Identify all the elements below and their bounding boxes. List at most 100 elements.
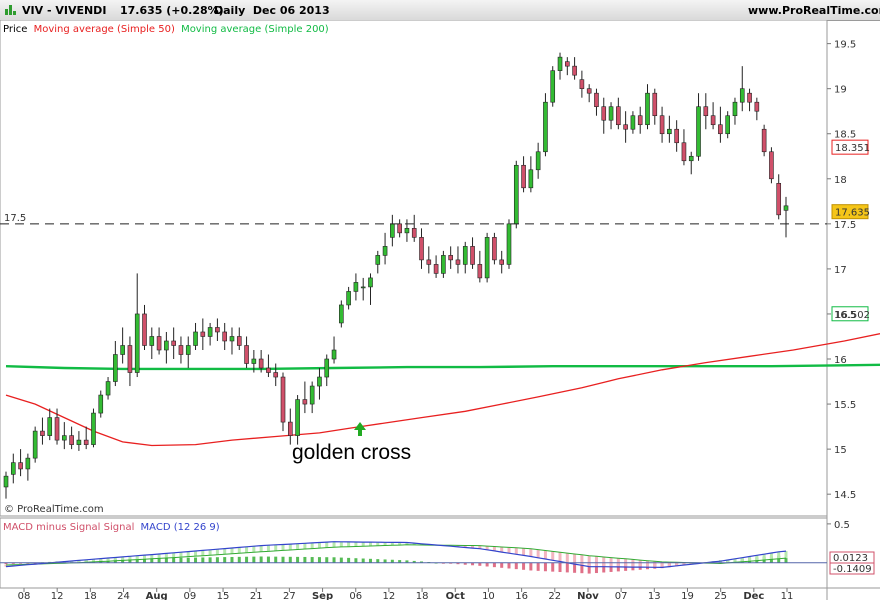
- candle: [76, 431, 82, 451]
- macd-histogram-bar: [602, 562, 606, 573]
- candle: [513, 160, 519, 229]
- candle-body: [193, 331, 198, 346]
- candle-body: [244, 345, 249, 364]
- macd-line: [5, 541, 787, 569]
- candle-body: [142, 313, 147, 346]
- candle-body: [419, 237, 424, 261]
- candle-body: [105, 381, 111, 396]
- macd-histogram-bar: [456, 562, 460, 565]
- candle: [499, 250, 505, 274]
- x-tick-label: 10: [482, 591, 495, 600]
- candle: [637, 106, 643, 134]
- candle-body: [18, 462, 23, 470]
- candle: [470, 237, 475, 269]
- candle: [477, 250, 483, 283]
- candle: [652, 88, 658, 125]
- candle: [484, 232, 490, 283]
- candle-body: [659, 115, 665, 135]
- candle-body: [754, 101, 760, 112]
- candle: [521, 156, 526, 193]
- macd-histogram-bar: [150, 558, 154, 563]
- candle-body: [513, 164, 519, 225]
- y-tick-label: 18.5: [834, 130, 856, 141]
- candle: [360, 277, 366, 301]
- candle: [608, 102, 614, 130]
- macd-histogram-bar: [325, 557, 329, 563]
- candle: [149, 327, 155, 360]
- candle: [572, 57, 577, 80]
- candle: [134, 273, 140, 378]
- candle: [266, 354, 271, 378]
- candle: [244, 336, 249, 369]
- candle: [586, 84, 592, 103]
- candle: [528, 156, 534, 193]
- candle: [346, 286, 351, 310]
- candle-body: [528, 169, 534, 189]
- chart-bars-icon: [5, 5, 17, 15]
- macd-histogram-bar: [208, 557, 212, 563]
- candle-body: [164, 340, 169, 351]
- candle: [659, 106, 665, 143]
- candle-body: [535, 151, 541, 171]
- candle-body: [287, 421, 293, 436]
- legend-ma50: Moving average (Simple 50): [34, 24, 175, 35]
- candle-body: [25, 457, 31, 470]
- candle: [426, 246, 432, 274]
- macd-histogram-bar: [398, 560, 402, 563]
- candle: [324, 354, 330, 387]
- candle: [295, 395, 300, 445]
- macd-histogram-bar: [135, 558, 139, 563]
- macd-histogram-bar: [259, 556, 263, 563]
- golden-cross-arrow-icon: [354, 422, 366, 436]
- svg-text:0.0123: 0.0123: [833, 553, 868, 564]
- candle-body: [324, 358, 330, 378]
- candle-body: [484, 237, 490, 279]
- candle-body: [499, 259, 505, 265]
- macd-histogram-bar: [514, 562, 518, 570]
- candle-body: [761, 128, 767, 153]
- macd-histogram-bar: [573, 562, 577, 573]
- candle-body: [397, 223, 402, 234]
- candle: [492, 232, 497, 265]
- y-tick-label: 18: [834, 175, 847, 186]
- macd-histogram-bar: [405, 560, 409, 563]
- macd-histogram-bar: [303, 556, 307, 563]
- macd-histogram-bar: [143, 558, 147, 563]
- candle: [127, 336, 133, 387]
- candle-body: [32, 430, 38, 459]
- candle: [674, 120, 679, 152]
- candle-body: [309, 385, 315, 405]
- macd-histogram-bar: [310, 557, 314, 563]
- candle: [455, 246, 461, 274]
- candle: [91, 408, 96, 448]
- candle-body: [339, 304, 344, 324]
- candle-body: [645, 92, 650, 126]
- candle: [193, 322, 198, 350]
- candle: [215, 318, 220, 341]
- x-tick-label: 11: [781, 591, 794, 600]
- candle-body: [441, 255, 446, 274]
- x-tick-label: Sep: [312, 591, 333, 600]
- macd-histogram-bar: [565, 562, 569, 573]
- macd-histogram-bar: [529, 562, 533, 571]
- ma200-value-tag: 16.502: [831, 306, 870, 322]
- candle-body: [156, 336, 162, 351]
- candle: [3, 471, 9, 499]
- x-tick-label: Aug: [146, 591, 168, 600]
- macd-histogram-bar: [332, 557, 336, 563]
- macd-histogram-bar: [179, 557, 183, 563]
- candle-body: [769, 151, 774, 180]
- candle-body: [83, 439, 89, 445]
- candle-body: [739, 88, 745, 103]
- candle-body: [433, 264, 439, 274]
- support-level-label: 17.5: [4, 213, 26, 224]
- macd-histogram-bar: [237, 556, 241, 563]
- candle-body: [76, 439, 82, 445]
- period-date: Daily Dec 06 2013: [214, 4, 330, 17]
- candle-body: [543, 101, 548, 153]
- candle: [411, 214, 417, 242]
- macd-histogram-bar: [215, 557, 219, 563]
- candle: [302, 381, 308, 414]
- candle: [623, 111, 628, 143]
- candle-body: [207, 327, 213, 337]
